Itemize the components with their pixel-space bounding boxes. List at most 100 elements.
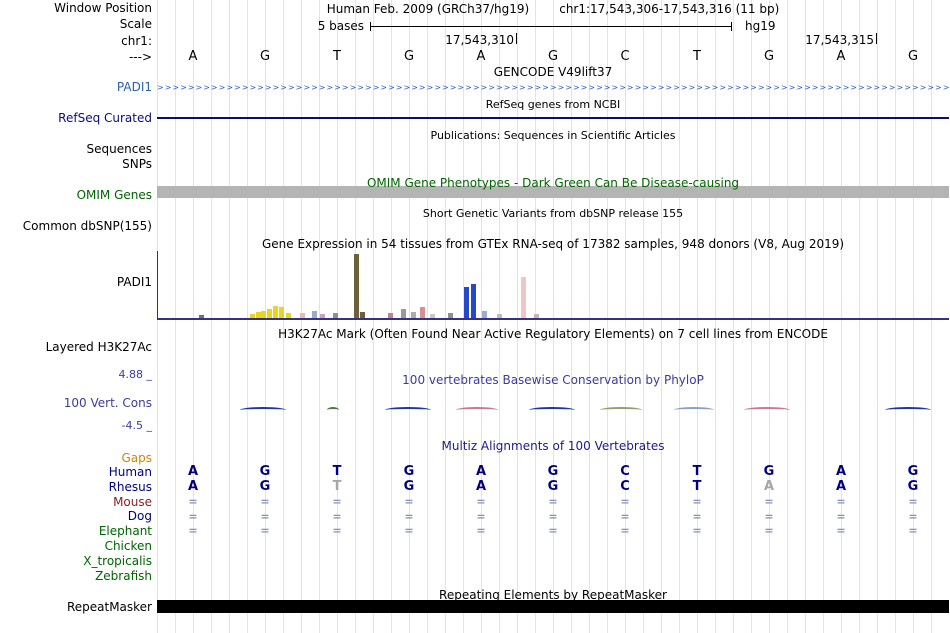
multiz-dog-gap: = (836, 510, 846, 523)
omim-genes-label[interactable]: OMIM Genes (76, 188, 152, 202)
repeatmasker-element-bar[interactable] (157, 600, 949, 613)
multiz-mouse-gap: = (908, 495, 918, 508)
multiz-rhesus-base: G (403, 479, 415, 494)
sequence-base-7: C (620, 49, 630, 64)
multiz-elephant-gap: = (188, 524, 198, 537)
omim-gene-bar[interactable] (157, 186, 949, 198)
multiz-mouse-gap: = (548, 495, 558, 508)
sequence-base-9: G (763, 49, 775, 64)
sequence-base-10: A (836, 49, 846, 64)
multiz-dog-gap: = (692, 510, 702, 523)
gtex-tissue-bar (312, 311, 317, 318)
scale-left-label[interactable]: Scale (119, 17, 152, 31)
multiz-dog-label[interactable]: Dog (127, 509, 152, 523)
scale-value: 5 bases (317, 19, 364, 33)
multiz-mouse-gap: = (260, 495, 270, 508)
gtex-tissue-bar (420, 307, 425, 318)
multiz-mouse-gap: = (332, 495, 342, 508)
gtex-tissue-bar (333, 313, 338, 318)
gtex-tissue-bar (534, 314, 539, 318)
multiz-elephant-label[interactable]: Elephant (98, 524, 152, 538)
multiz-rhesus-base: C (620, 479, 630, 494)
strand-direction-label[interactable]: ---> (128, 50, 152, 64)
refseq-curated-label[interactable]: RefSeq Curated (58, 111, 152, 125)
cons-max-value[interactable]: 4.88 _ (118, 368, 153, 381)
multiz-elephant-gap: = (548, 524, 558, 537)
publications-sequences-label[interactable]: Sequences (86, 142, 152, 156)
multiz-dog-gap: = (188, 510, 198, 523)
omim-title: OMIM Gene Phenotypes - Dark Green Can Be… (366, 176, 740, 190)
scale-bar-left-tick (370, 22, 371, 31)
window-position-label[interactable]: Window Position (54, 1, 152, 15)
multiz-rhesus-base: A (763, 479, 775, 494)
multiz-human-base: G (403, 464, 415, 479)
gtex-tissue-bar (430, 314, 435, 318)
dbsnp-title: Short Genetic Variants from dbSNP releas… (422, 207, 684, 220)
gtex-tissue-bar (261, 311, 266, 318)
track-area[interactable]: Human Feb. 2009 (GRCh37/hg19) chr1:17,54… (157, 0, 949, 633)
multiz-chicken-label[interactable]: Chicken (104, 539, 152, 553)
multiz-elephant-gap: = (404, 524, 414, 537)
phylop-mark (885, 407, 931, 413)
gtex-tissue-bar (279, 307, 284, 318)
gtex-tissue-bar (411, 312, 416, 318)
h3k27ac-label[interactable]: Layered H3K27Ac (45, 340, 152, 354)
multiz-elephant-gap: = (620, 524, 630, 537)
multiz-human-base: A (475, 464, 487, 479)
multiz-rhesus-base: G (907, 479, 919, 494)
multiz-human-base: G (907, 464, 919, 479)
multiz-elephant-gap: = (476, 524, 486, 537)
h3k27ac-title: H3K27Ac Mark (Often Found Near Active Re… (278, 327, 828, 341)
gencode-transcript-arrows[interactable]: >>>>>>>>>>>>>>>>>>>>>>>>>>>>>>>>>>>>>>>>… (157, 83, 949, 92)
sequence-base-1: A (188, 49, 198, 64)
multiz-gaps-label[interactable]: Gaps (121, 451, 152, 465)
multiz-human-base: A (187, 464, 199, 479)
multiz-human-base: T (692, 464, 702, 479)
gtex-tissue-bar (320, 314, 325, 318)
publications-title: Publications: Sequences in Scientific Ar… (430, 129, 676, 142)
gtex-tissue-bar (448, 313, 453, 318)
multiz-mouse-gap: = (764, 495, 774, 508)
coordinate-right: 17,543,315 (805, 33, 874, 47)
left-label-column: Window Position Scale chr1: ---> PADI1 RefSeq… (0, 0, 155, 633)
scale-bar (370, 26, 732, 27)
gtex-item-label[interactable]: PADI1 (116, 275, 152, 289)
multiz-xtropicalis-label[interactable]: X_tropicalis (83, 554, 152, 568)
multiz-rhesus-base: A (835, 479, 847, 494)
snps-label[interactable]: SNPs (122, 157, 152, 171)
cons-min-value[interactable]: -4.5 _ (121, 419, 152, 432)
multiz-rhesus-label[interactable]: Rhesus (108, 480, 152, 494)
multiz-dog-gap: = (908, 510, 918, 523)
multiz-elephant-gap: = (260, 524, 270, 537)
cons-track-label[interactable]: 100 Vert. Cons (63, 396, 152, 410)
gtex-tissue-bar (250, 314, 255, 318)
common-dbsnp-label[interactable]: Common dbSNP(155) (22, 219, 152, 233)
gtex-tissue-bar (300, 313, 305, 318)
multiz-elephant-gap: = (836, 524, 846, 537)
assembly-text: Human Feb. 2009 (GRCh37/hg19) (326, 2, 530, 16)
multiz-human-base: G (547, 464, 559, 479)
gtex-tissue-bar (521, 277, 526, 318)
chrom-left-label[interactable]: chr1: (121, 34, 152, 48)
multiz-mouse-label[interactable]: Mouse (113, 495, 152, 509)
multiz-zebrafish-label[interactable]: Zebrafish (95, 569, 152, 583)
multiz-human-label[interactable]: Human (108, 465, 152, 479)
multiz-elephant-gap: = (332, 524, 342, 537)
multiz-rhesus-base: G (547, 479, 559, 494)
cons-title: 100 vertebrates Basewise Conservation by… (402, 373, 704, 387)
sequence-base-11: G (907, 49, 919, 64)
scale-bar-right-tick (731, 22, 732, 31)
multiz-dog-gap: = (620, 510, 630, 523)
multiz-dog-gap: = (332, 510, 342, 523)
sequence-base-2: G (259, 49, 271, 64)
repeatmasker-label[interactable]: RepeatMasker (66, 600, 152, 614)
gtex-tissue-bar (199, 315, 204, 318)
multiz-dog-gap: = (548, 510, 558, 523)
gencode-item-label[interactable]: PADI1 (116, 80, 152, 94)
multiz-mouse-gap: = (692, 495, 702, 508)
coordinate-left-tick (516, 33, 517, 44)
multiz-mouse-gap: = (836, 495, 846, 508)
refseq-curated-item[interactable] (157, 117, 949, 119)
gtex-tissue-bar (497, 314, 502, 318)
